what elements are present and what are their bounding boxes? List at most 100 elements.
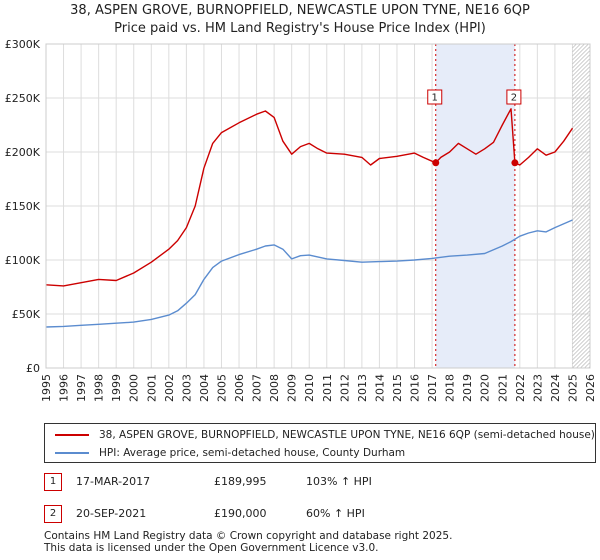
x-tick-label: 2012: [338, 374, 351, 402]
x-tick-label: 2019: [461, 374, 474, 402]
x-tick-label: 1999: [110, 374, 123, 402]
hatch-line: [572, 102, 591, 121]
x-tick-label: 2004: [198, 374, 211, 402]
hatch-line: [572, 90, 591, 109]
x-tick-label: 2020: [479, 374, 492, 402]
hatch-line: [572, 106, 591, 125]
hatch-line: [572, 114, 591, 133]
hatch-line: [572, 298, 591, 317]
hatch-line: [572, 182, 591, 201]
hatch-line: [584, 362, 591, 369]
x-tick-label: 2000: [128, 374, 141, 402]
sale-row-2: 2 20-SEP-2021 £190,000 60% ↑ HPI: [44, 505, 444, 525]
hatch-line: [572, 274, 591, 293]
hatch-line: [572, 318, 591, 337]
sale-number-badge: 2: [44, 505, 62, 523]
shaded-period: [435, 44, 515, 368]
hatch-line: [572, 58, 591, 77]
sale-label-box: [506, 89, 522, 105]
hatch-line: [572, 170, 591, 189]
hatch-line: [572, 126, 591, 145]
title-line-2: Price paid vs. HM Land Registry's House …: [114, 21, 486, 36]
hatch-line: [572, 254, 591, 273]
hatch-line: [572, 234, 591, 253]
hatch-line: [572, 346, 591, 365]
hatch-line: [572, 314, 591, 333]
y-tick-label: £150K: [5, 200, 41, 213]
sale-label-box: [427, 89, 443, 105]
hatch-line: [572, 246, 591, 265]
hatch-line: [572, 210, 591, 229]
hatch-line: [572, 62, 591, 81]
y-tick-label: £0: [26, 362, 40, 375]
hatch-line: [572, 43, 581, 53]
hatch-line: [572, 78, 591, 97]
x-tick-label: 1998: [93, 374, 106, 402]
hatch-line: [580, 358, 591, 369]
hatch-line: [572, 258, 591, 277]
y-tick-label: £100K: [5, 254, 41, 267]
legend-swatch-hpi: [55, 452, 89, 454]
sale-label-text: 2: [511, 93, 517, 104]
x-tick-label: 2011: [321, 374, 334, 402]
hatch-line: [572, 198, 591, 217]
hatch-line: [572, 302, 591, 321]
x-tick-label: 2008: [268, 374, 281, 402]
hatch-line: [576, 354, 591, 369]
hpi-line: [45, 219, 573, 328]
footer-copyright: Contains HM Land Registry data © Crown c…: [44, 530, 453, 542]
footer-licence: This data is licensed under the Open Gov…: [44, 542, 379, 554]
sale-period-shade: [435, 43, 591, 369]
hatch-line: [572, 270, 591, 289]
x-tick-label: 2006: [233, 374, 246, 402]
x-tick-label: 2017: [426, 374, 439, 402]
x-tick-label: 2013: [356, 374, 369, 402]
hatch-line: [572, 150, 591, 169]
hatch-line: [572, 294, 591, 313]
sale-date: 17-MAR-2017: [76, 475, 151, 488]
hatch-line: [572, 158, 591, 177]
y-tick-label: £50K: [12, 308, 41, 321]
hatch-line: [572, 74, 591, 93]
hatch-line: [572, 98, 591, 117]
hatch-line: [572, 334, 591, 353]
hatch-line: [572, 166, 591, 185]
footer: Contains HM Land Registry data © Crown c…: [44, 530, 452, 554]
property-line: [45, 108, 574, 287]
sale-label-text: 1: [432, 93, 438, 104]
x-tick-label: 2015: [391, 374, 404, 402]
sale-price: £189,995: [214, 475, 267, 488]
legend: 38, ASPEN GROVE, BURNOPFIELD, NEWCASTLE …: [44, 423, 596, 463]
sale-hpi-change: 103% ↑ HPI: [306, 475, 372, 488]
hatch-line: [572, 278, 591, 297]
hatch-line: [572, 330, 591, 349]
legend-item-property: 38, ASPEN GROVE, BURNOPFIELD, NEWCASTLE …: [55, 426, 595, 444]
sale-number-badge: 1: [44, 473, 62, 491]
hatch-line: [572, 310, 591, 329]
hatch-line: [572, 174, 591, 193]
hatch-line: [572, 206, 591, 225]
hatch-line: [572, 190, 591, 209]
x-tick-label: 2002: [163, 374, 176, 402]
sale-row-1: 1 17-MAR-2017 £189,995 103% ↑ HPI: [44, 473, 444, 493]
sale-point: [511, 159, 519, 167]
hatch-line: [572, 122, 591, 141]
hatch-line: [572, 218, 591, 237]
hatch-line: [572, 326, 591, 345]
hatch-line: [572, 178, 591, 197]
sale-point: [432, 159, 440, 167]
hatch-line: [572, 130, 591, 149]
x-tick-label: 2016: [409, 374, 422, 402]
hatch-line: [572, 230, 591, 249]
hatch-line: [572, 162, 591, 181]
x-tick-label: 2003: [180, 374, 193, 402]
hatch-line: [572, 238, 591, 257]
hatch-line: [572, 86, 591, 105]
y-tick-label: £200K: [5, 146, 41, 159]
x-tick-label: 2023: [531, 374, 544, 402]
hatch-line: [572, 54, 591, 73]
hatch-line: [572, 350, 591, 369]
hatch-line: [572, 43, 589, 61]
hatch-line: [572, 82, 591, 101]
projection-hatch: [572, 43, 591, 369]
